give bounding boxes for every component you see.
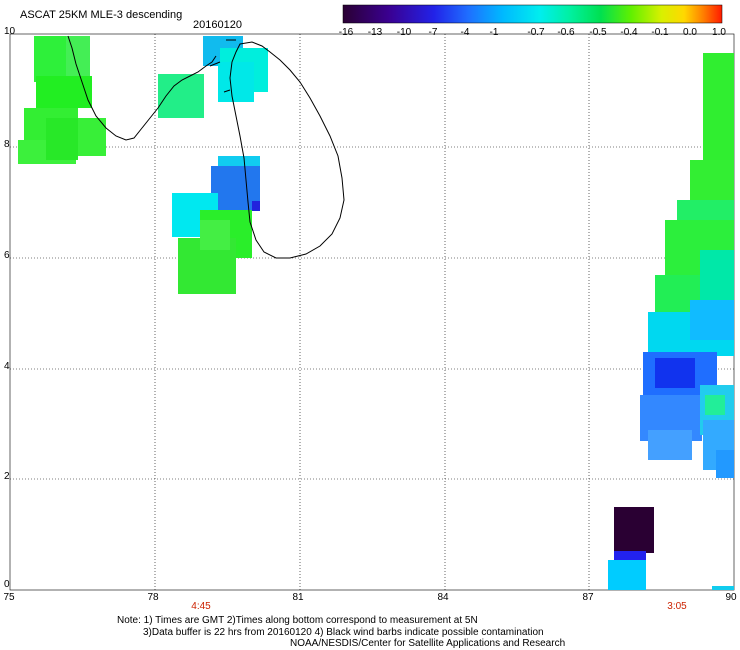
colorbar-label: -4 [460, 27, 470, 38]
colorbar [342, 4, 723, 24]
lon-label: 75 [3, 592, 15, 603]
product-title: ASCAT 25KM MLE-3 descending [20, 9, 183, 21]
lon-label: 81 [292, 592, 304, 603]
lon-label: 84 [437, 592, 449, 603]
colorbar-label: -0.6 [557, 27, 575, 38]
colorbar-label: -10 [396, 27, 412, 38]
colorbar-label: -0.1 [651, 27, 669, 38]
pass-time: 3:05 [667, 601, 687, 612]
note-line-3: NOAA/NESDIS/Center for Satellite Applica… [290, 638, 566, 649]
product-date: 20160120 [193, 19, 242, 31]
colorbar-label: -0.5 [589, 27, 607, 38]
colorbar-label: -1 [489, 27, 499, 38]
lon-label: 78 [147, 592, 159, 603]
swath-west-sri-lanka [172, 156, 260, 294]
pass-time: 4:45 [191, 601, 211, 612]
lat-label: 4 [4, 361, 10, 372]
note-line-2: 3)Data buffer is 22 hrs from 20160120 4)… [143, 627, 544, 638]
grid-lines [10, 34, 734, 590]
lon-label: 87 [582, 592, 594, 603]
colorbar-label: -0.4 [620, 27, 638, 38]
colorbar-label: -7 [428, 27, 438, 38]
lat-label: 10 [4, 26, 16, 37]
colorbar-label: -13 [367, 27, 383, 38]
colorbar-label: -0.7 [527, 27, 545, 38]
lat-label: 2 [4, 471, 10, 482]
lon-label: 90 [725, 592, 737, 603]
lat-label: 6 [4, 250, 10, 261]
colorbar-label: -16 [338, 27, 354, 38]
colorbar-label: 0.0 [683, 27, 697, 38]
plot-frame [9, 33, 735, 591]
swath-palk-strait [158, 36, 268, 118]
lat-label: 8 [4, 139, 10, 150]
swath-right-bay-of-bengal [640, 53, 734, 478]
swath-left-india [18, 36, 106, 164]
note-line-1: Note: 1) Times are GMT 2)Times along bot… [117, 615, 478, 626]
swath-bottom-cells [608, 507, 734, 590]
colorbar-label: 1.0 [712, 27, 726, 38]
lat-label: 0 [4, 579, 10, 590]
coastlines [67, 35, 345, 259]
